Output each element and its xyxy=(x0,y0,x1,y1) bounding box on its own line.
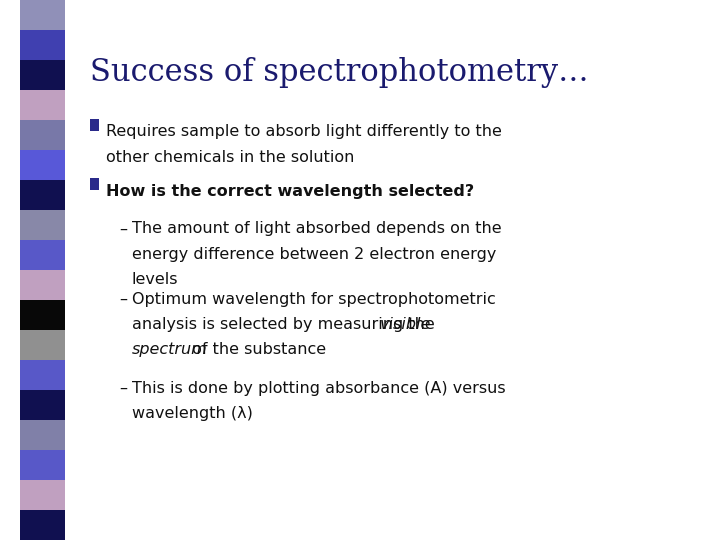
Text: Success of spectrophotometry…: Success of spectrophotometry… xyxy=(90,57,589,87)
Text: –: – xyxy=(119,381,127,396)
Text: wavelength (λ): wavelength (λ) xyxy=(132,406,253,421)
Text: This is done by plotting absorbance (A) versus: This is done by plotting absorbance (A) … xyxy=(132,381,505,396)
Text: levels: levels xyxy=(132,272,179,287)
Text: visible: visible xyxy=(380,317,431,332)
Text: How is the correct wavelength selected?: How is the correct wavelength selected? xyxy=(106,184,474,199)
Text: The amount of light absorbed depends on the: The amount of light absorbed depends on … xyxy=(132,221,501,237)
Text: –: – xyxy=(119,292,127,307)
Text: analysis is selected by measuring the: analysis is selected by measuring the xyxy=(132,317,440,332)
Text: of the substance: of the substance xyxy=(187,342,326,357)
Text: –: – xyxy=(119,221,127,237)
Text: other chemicals in the solution: other chemicals in the solution xyxy=(106,150,354,165)
Text: spectrum: spectrum xyxy=(132,342,207,357)
Text: Requires sample to absorb light differently to the: Requires sample to absorb light differen… xyxy=(106,124,502,139)
Text: energy difference between 2 electron energy: energy difference between 2 electron ene… xyxy=(132,247,496,262)
Text: Optimum wavelength for spectrophotometric: Optimum wavelength for spectrophotometri… xyxy=(132,292,495,307)
